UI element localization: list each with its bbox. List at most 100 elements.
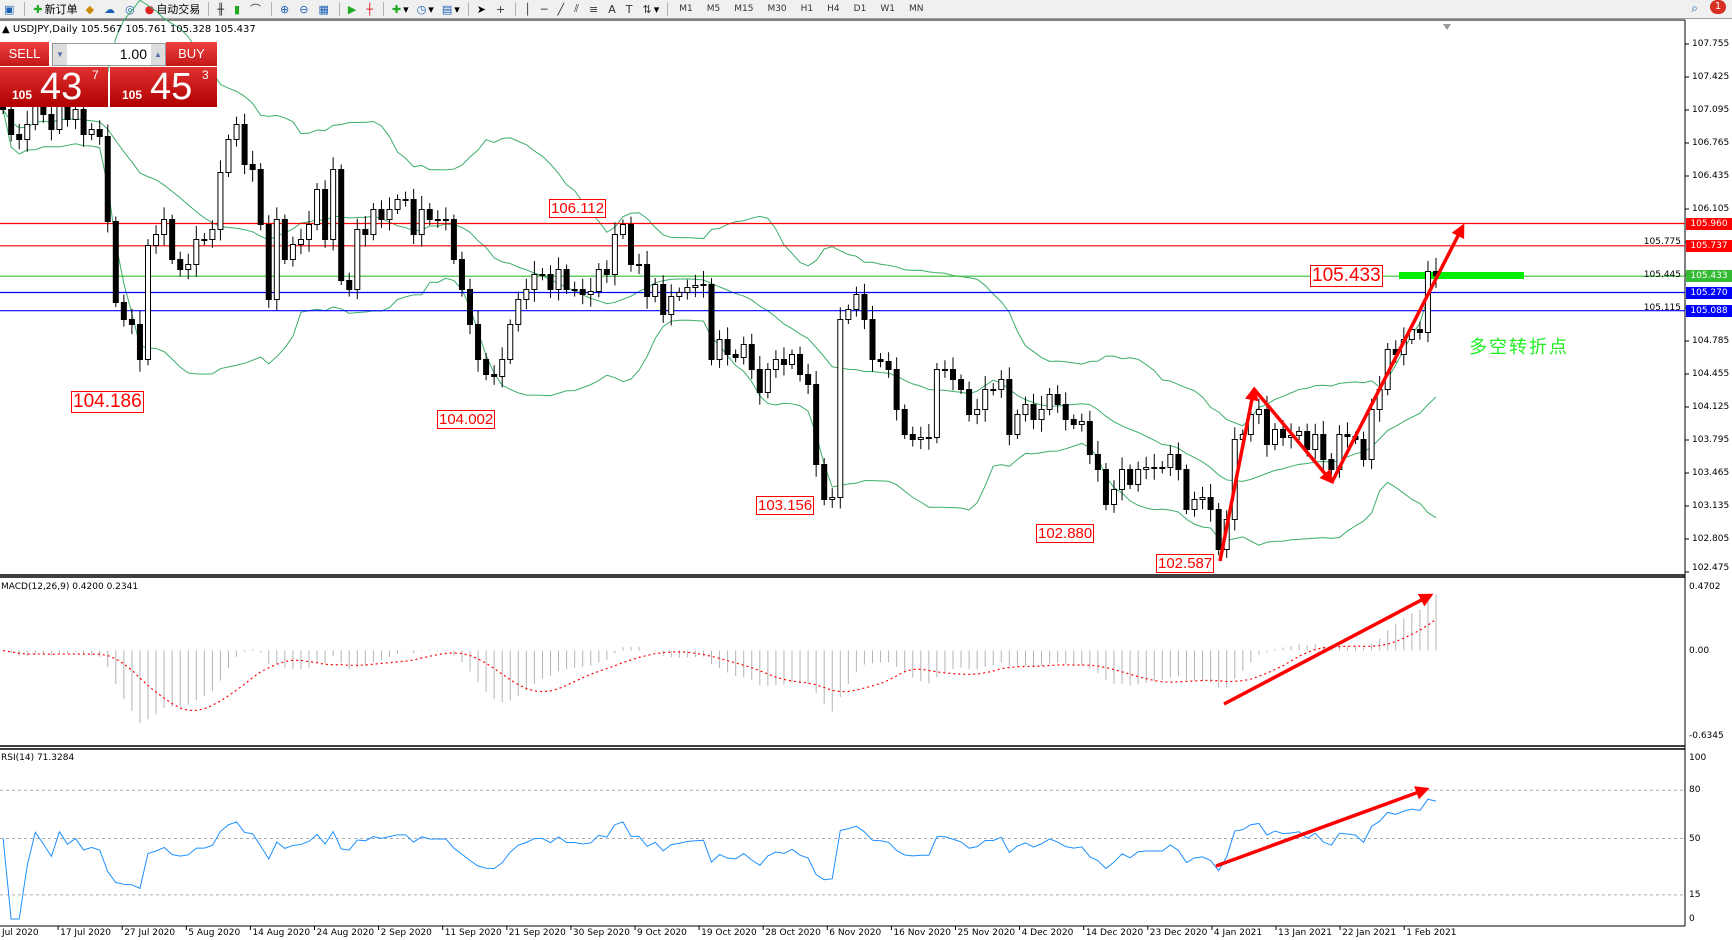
zoom-out-button[interactable]: ⊖ [295,1,314,17]
candle [684,279,691,300]
price-level-tag[interactable]: 105.270 [1686,286,1732,299]
cursor-button[interactable]: ➤ [473,1,492,17]
timeframe-m15[interactable]: M15 [734,4,754,14]
new-order-button[interactable]: ✚ 新订单 [29,1,81,17]
candle [756,355,763,405]
properties-button[interactable]: ▣ [0,1,20,17]
candle [1320,420,1327,472]
toolbar-divider [24,2,26,16]
price-level-tag[interactable]: 105.737 [1686,239,1732,252]
price-label-low[interactable]: 104.002 [437,410,496,429]
candle-chart-button[interactable]: ▮ [230,1,246,17]
candle-body [563,269,570,290]
candle [628,216,634,272]
price-label-low[interactable]: 104.186 [71,391,144,413]
candle-body [1255,409,1262,415]
price-tick-label: 103.135 [1692,501,1730,511]
price-level-tag[interactable]: 105.088 [1686,304,1732,317]
periods-button[interactable]: ◷ ▾ [416,2,434,16]
line-chart-button[interactable]: ⌒ [246,1,267,17]
candle [1191,491,1198,517]
buy-price[interactable]: 105 45 3 [110,67,217,107]
timeframe-d1[interactable]: D1 [853,4,867,14]
price-label-low[interactable]: 102.587 [1156,554,1215,573]
price-level-tag[interactable]: 105.960 [1686,217,1732,230]
timeframe-m1[interactable]: M1 [679,4,693,14]
indicators-button[interactable]: ✚ ▾ [391,2,409,16]
radio-button[interactable]: ◎ [121,1,141,17]
auto-trading-button[interactable]: ● 自动交易 [141,1,205,17]
candle [1014,409,1021,439]
lot-size-stepper[interactable]: ▼ 1.00 ▲ [52,43,166,66]
market-watch-button[interactable]: ◆ [82,1,100,17]
candle [458,251,465,297]
price-level-tag[interactable]: 105.433 [1686,270,1732,283]
price-label-high[interactable]: 106.112 [549,199,607,218]
notification-badge[interactable]: 1 [1710,0,1726,14]
bollinger-middle [2,109,1437,482]
buy-button[interactable]: BUY [166,42,217,67]
text-button[interactable]: A [604,1,622,17]
text-label-button[interactable]: T [622,1,639,17]
ohlc-readout: 105.567 105.761 105.328 105.437 [80,24,256,35]
candle-body [1151,467,1158,469]
zoom-out-icon: ⊖ [299,2,309,16]
chart-shift-icon: ┼ [366,2,373,16]
candle-body [628,224,634,265]
chart-title: ▲ USDJPY,Daily 105.567 105.761 105.328 1… [2,24,256,36]
indicators-icon: ✚ [391,2,402,16]
candle [394,194,401,214]
arrows-button[interactable]: ⇅ ▾ [642,2,660,16]
candle [716,330,723,368]
zoom-in-button[interactable]: ⊕ [276,1,295,17]
candle [668,284,675,326]
date-label: 21 Sep 2020 [508,928,566,938]
candle [483,353,490,381]
signals-button[interactable]: ☁ [100,1,121,17]
price-label-low[interactable]: 103.156 [756,496,815,515]
sell-button[interactable]: SELL [0,42,49,67]
sell-price[interactable]: 105 43 7 [0,67,108,107]
timeframe-h4[interactable]: H4 [827,4,840,14]
toolbar-divider [271,2,272,16]
trendline-button[interactable]: ╱ [553,1,570,17]
candle [652,278,659,303]
candle-body [877,359,884,362]
macd-signal-line [2,618,1437,712]
candle-body [507,324,514,360]
channel-button[interactable]: ⫽ [570,1,585,17]
autoscroll-button[interactable]: ▶ [344,1,362,17]
vertical-line-button[interactable]: │ [520,1,537,17]
price-label-low[interactable]: 102.880 [1036,524,1095,543]
chart-shift-button[interactable]: ┼ [362,1,379,17]
candle [249,150,256,182]
crosshair-button[interactable]: + [492,1,511,17]
timeframe-m30[interactable]: M30 [767,4,787,14]
candle-body [193,239,200,265]
timeframe-w1[interactable]: W1 [880,4,895,14]
collapse-triangle-icon[interactable]: ▲ [2,24,10,35]
clock-icon: ◷ [416,2,427,16]
lot-size-input[interactable]: 1.00 [119,46,147,62]
lot-increase-button[interactable]: ▲ [151,44,165,65]
price-label-current[interactable]: 105.433 [1310,265,1383,287]
timeframe-mn[interactable]: MN [908,4,924,14]
price-tick-label: 105.115 [1643,303,1681,313]
horizontal-line-button[interactable]: ─ [537,1,554,17]
timeframe-m5[interactable]: M5 [706,4,721,14]
timeframe-h1[interactable]: H1 [800,4,814,14]
candle-body [644,264,651,297]
toolbar-divider [382,2,384,16]
bollinger-upper [2,0,1437,427]
tile-windows-button[interactable]: ▦ [314,1,334,17]
lot-decrease-button[interactable]: ▼ [53,44,67,65]
candle [491,365,498,385]
candle-body [966,389,973,415]
templates-button[interactable]: ▤ ▾ [441,2,460,16]
search-icon[interactable]: ⌕ [1691,1,1698,15]
candle [161,207,168,246]
reversal-note[interactable]: 多空转折点 [1469,337,1569,358]
fibonacci-button[interactable]: ≡ [585,1,604,17]
bar-chart-button[interactable]: ╫ [213,1,230,17]
